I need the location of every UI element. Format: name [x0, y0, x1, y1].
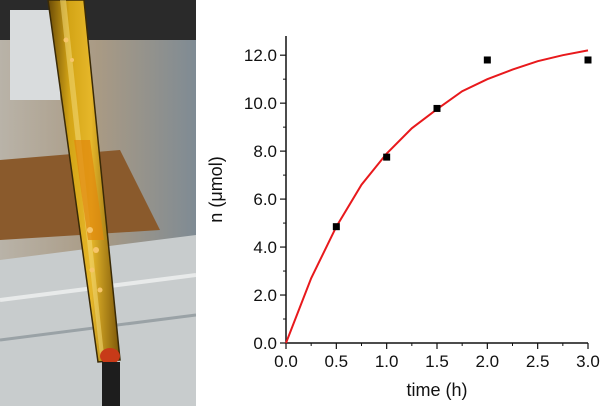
data-point [383, 153, 391, 161]
y-tick-label: 2.0 [253, 286, 277, 305]
fit-curve [285, 49, 589, 344]
data-point [433, 104, 441, 112]
chart-axes [285, 36, 588, 344]
bubble [93, 247, 99, 253]
x-tick-label: 2.5 [526, 352, 550, 371]
tube-stand [102, 362, 120, 406]
x-tick-label: 3.0 [576, 352, 600, 371]
chart-panel: 0.0 2.0 4.0 6.0 8.0 10.0 12.0 0.0 0.5 1.0 1.5 2.0 2… [206, 36, 600, 400]
data-points [332, 56, 592, 231]
y-tick-label: 4.0 [253, 238, 277, 257]
y-axis-ticks: 0.0 2.0 4.0 6.0 8.0 10.0 12.0 [244, 46, 286, 353]
bubble [63, 37, 69, 43]
data-point [332, 223, 340, 231]
x-tick-label: 2.0 [476, 352, 500, 371]
y-tick-label: 0.0 [253, 334, 277, 353]
data-point [483, 56, 491, 64]
y-axis-label: n (μmol) [206, 156, 226, 222]
y-tick-label: 8.0 [253, 142, 277, 161]
tube-orange-section [74, 140, 104, 240]
bubble [70, 58, 74, 62]
x-axis-label: time (h) [406, 380, 467, 400]
bubble [87, 227, 93, 233]
tube-bottom-red [100, 348, 120, 364]
y-tick-label: 12.0 [244, 46, 277, 65]
bubble [97, 287, 103, 293]
photo-panel [0, 0, 196, 406]
x-tick-label: 1.5 [425, 352, 449, 371]
x-tick-label: 1.0 [375, 352, 399, 371]
x-tick-label: 0.5 [325, 352, 349, 371]
data-point [584, 56, 592, 64]
y-tick-label: 10.0 [244, 94, 277, 113]
y-tick-label: 6.0 [253, 190, 277, 209]
x-axis-ticks: 0.0 0.5 1.0 1.5 2.0 2.5 3.0 [274, 343, 600, 371]
x-tick-label: 0.0 [274, 352, 298, 371]
bubble [89, 267, 95, 273]
